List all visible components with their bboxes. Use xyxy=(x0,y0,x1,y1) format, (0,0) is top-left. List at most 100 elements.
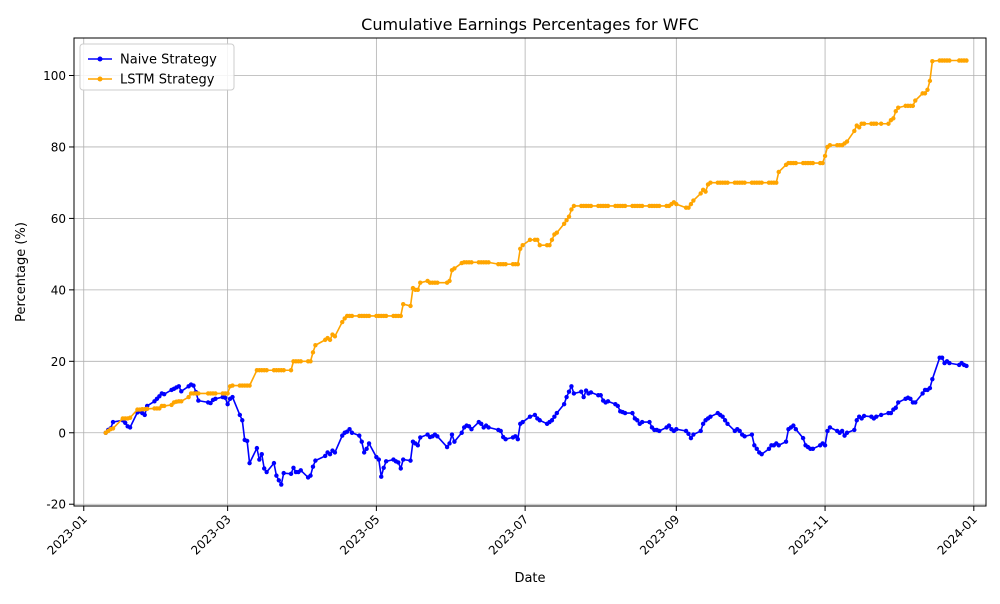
lstm-strategy-point xyxy=(503,261,508,267)
naive-strategy-point xyxy=(418,435,423,440)
lstm-strategy-point xyxy=(927,78,933,84)
naive-strategy-point xyxy=(754,446,759,452)
lstm-strategy-point xyxy=(913,98,918,103)
lstm-strategy-point xyxy=(486,260,491,265)
naive-strategy-line xyxy=(105,356,967,486)
naive-strategy-point xyxy=(288,471,294,477)
lstm-strategy-point xyxy=(288,368,294,373)
lstm-strategy-point xyxy=(452,266,457,271)
naive-strategy-point xyxy=(674,426,679,432)
x-tick-label: 2023-11 xyxy=(786,512,831,557)
naive-strategy-point xyxy=(861,413,867,419)
naive-strategy-point xyxy=(332,450,338,455)
naive-strategy-point xyxy=(537,418,542,423)
lstm-strategy-point xyxy=(213,391,218,396)
lstm-strategy-point xyxy=(547,243,552,248)
lstm-strategy-point xyxy=(398,313,403,319)
naive-strategy-point xyxy=(230,394,235,400)
lstm-strategy-point xyxy=(515,261,521,267)
naive-strategy-point xyxy=(888,410,894,416)
naive-strategy-point xyxy=(447,441,452,446)
naive-strategy-point xyxy=(791,423,796,428)
lstm-strategy-point xyxy=(742,180,747,185)
naive-strategy-point xyxy=(766,446,772,452)
naive-strategy-point xyxy=(237,412,243,418)
legend-label: Naive Strategy xyxy=(120,53,217,68)
lstm-strategy-point xyxy=(415,287,421,293)
naive-strategy-point xyxy=(810,446,816,452)
lstm-strategy-point xyxy=(776,169,781,175)
x-tick-label: 2023-07 xyxy=(486,512,531,557)
naive-strategy-point xyxy=(364,446,369,452)
naive-strategy-point xyxy=(793,426,798,432)
naive-strategy-point xyxy=(783,439,789,444)
naive-strategy-point xyxy=(415,443,421,448)
naive-strategy-point xyxy=(264,469,269,475)
naive-strategy-point xyxy=(127,425,133,430)
lstm-strategy-point xyxy=(247,383,252,388)
naive-strategy-point xyxy=(479,421,484,427)
naive-strategy-point xyxy=(825,428,830,434)
naive-strategy-point xyxy=(308,473,313,478)
naive-strategy-point xyxy=(357,433,362,438)
naive-strategy-point xyxy=(162,391,167,397)
lstm-strategy-point xyxy=(518,246,523,251)
y-axis-label: Percentage (%) xyxy=(14,222,29,322)
naive-strategy-point xyxy=(908,396,913,402)
naive-strategy-point xyxy=(349,430,355,435)
naive-strategy-point xyxy=(566,389,572,394)
lstm-strategy-point xyxy=(774,180,779,185)
lstm-strategy-point xyxy=(820,160,825,166)
lstm-strategy-point xyxy=(401,301,406,307)
naive-strategy-point xyxy=(615,403,620,409)
lstm-strategy-point xyxy=(408,303,413,309)
legend-box xyxy=(79,43,235,91)
naive-strategy-point xyxy=(561,401,567,407)
lstm-strategy-point xyxy=(588,203,594,209)
naive-strategy-point xyxy=(271,460,277,466)
naive-strategy-point xyxy=(157,394,162,399)
naive-strategy-point xyxy=(196,398,201,403)
x-tick-label: 2023-01 xyxy=(45,512,90,557)
lstm-strategy-point xyxy=(793,160,798,166)
lstm-strategy-point xyxy=(469,260,474,265)
lstm-strategy-point xyxy=(186,394,191,400)
naive-strategy-point xyxy=(257,457,262,462)
lstm-strategy-line xyxy=(105,59,967,434)
naive-strategy-point xyxy=(927,385,933,391)
lstm-strategy-point xyxy=(857,125,862,130)
naive-strategy-point xyxy=(581,394,586,400)
naive-strategy-point xyxy=(259,452,264,457)
lstm-strategy-point xyxy=(520,243,525,248)
series-layer xyxy=(103,58,969,487)
y-tick-label: -20 xyxy=(46,498,66,512)
lstm-strategy-point xyxy=(810,160,816,166)
lstm-strategy-point xyxy=(366,313,372,319)
x-axis: 2023-01 2023-03 2023-05 2023-07 2023-09 2023-… xyxy=(45,506,980,558)
lstm-strategy-point xyxy=(527,237,533,243)
naive-strategy-point xyxy=(444,444,450,450)
naive-strategy-point xyxy=(657,428,662,434)
naive-strategy-point xyxy=(947,360,952,366)
naive-strategy-point xyxy=(893,405,898,410)
naive-strategy-point xyxy=(874,414,879,419)
lstm-strategy-point xyxy=(852,128,857,134)
lstm-strategy-point xyxy=(686,205,691,210)
y-tick-label: 100 xyxy=(43,69,66,83)
lstm-strategy-point xyxy=(925,87,930,93)
naive-strategy-point xyxy=(552,414,557,419)
naive-strategy-point xyxy=(569,384,574,389)
naive-strategy-point xyxy=(913,400,918,405)
legend-entry: Naive Strategy xyxy=(88,53,217,68)
naive-strategy-point xyxy=(254,445,260,451)
naive-strategy-point xyxy=(588,390,594,395)
lstm-strategy-point xyxy=(922,91,928,96)
naive-strategy-point xyxy=(383,459,389,464)
naive-strategy-point xyxy=(635,418,640,423)
lstm-strategy-point xyxy=(910,103,916,109)
naive-strategy-point xyxy=(827,425,833,430)
naive-strategy-point xyxy=(878,412,884,418)
x-tick-label: 2023-09 xyxy=(637,512,682,557)
